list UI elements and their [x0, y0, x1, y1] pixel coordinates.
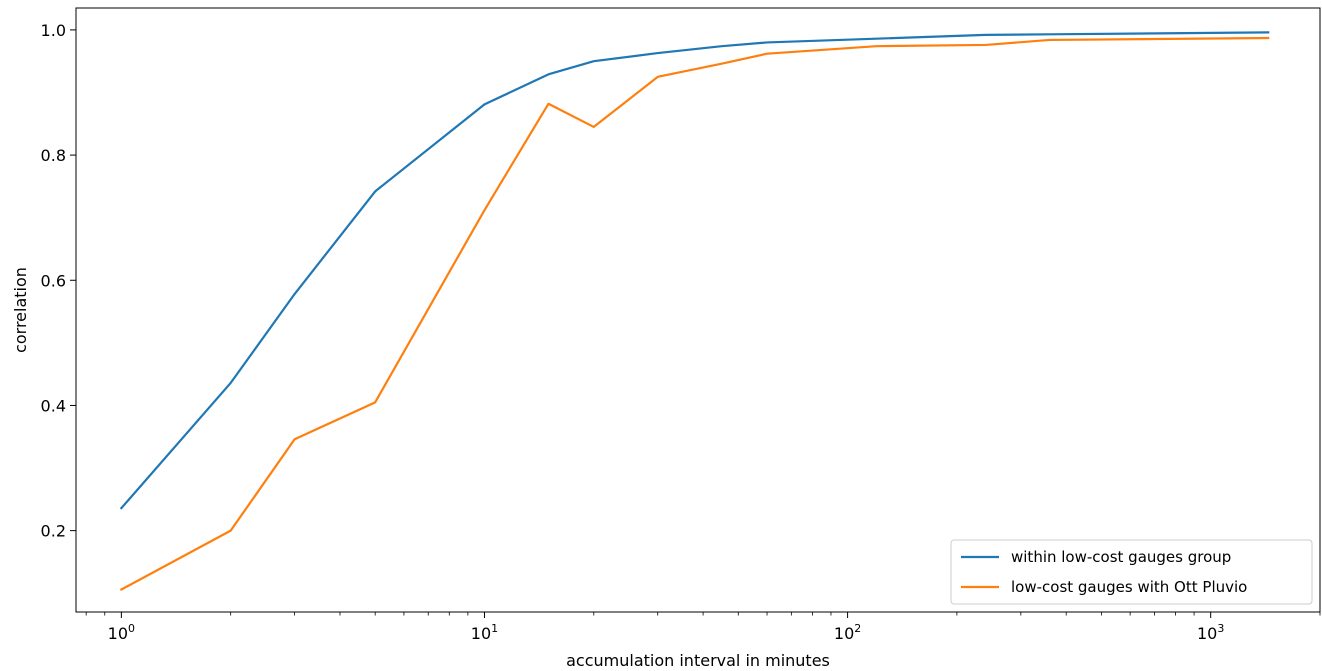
plot-area-frame [75, 7, 1321, 613]
series-layer [119, 31, 1270, 591]
y-axis-label: correlation [11, 267, 30, 353]
x-tick-label: 102 [834, 622, 861, 643]
x-tick-label: 100 [108, 622, 135, 643]
x-tick-label: 103 [1197, 622, 1224, 643]
legend-label-series-1: within low-cost gauges group [1011, 548, 1231, 566]
legend: within low-cost gauges group low-cost ga… [950, 539, 1313, 605]
y-tick-label: 1.0 [41, 21, 66, 40]
y-axis-ticks: 0.2 0.4 0.6 0.8 1.0 [41, 21, 76, 541]
y-tick-label: 0.6 [41, 271, 66, 290]
series-line-1 [119, 31, 1270, 510]
x-axis-label: accumulation interval in minutes [566, 651, 830, 670]
x-tick-label: 101 [471, 622, 498, 643]
series-line-2 [119, 36, 1270, 591]
y-tick-label: 0.8 [41, 146, 66, 165]
y-tick-label: 0.2 [41, 522, 66, 541]
legend-label-series-2: low-cost gauges with Ott Pluvio [1011, 578, 1247, 596]
x-axis-ticks: 100 101 102 103 [85, 612, 1321, 643]
legend-box [950, 539, 1313, 605]
y-tick-label: 0.4 [41, 396, 66, 415]
